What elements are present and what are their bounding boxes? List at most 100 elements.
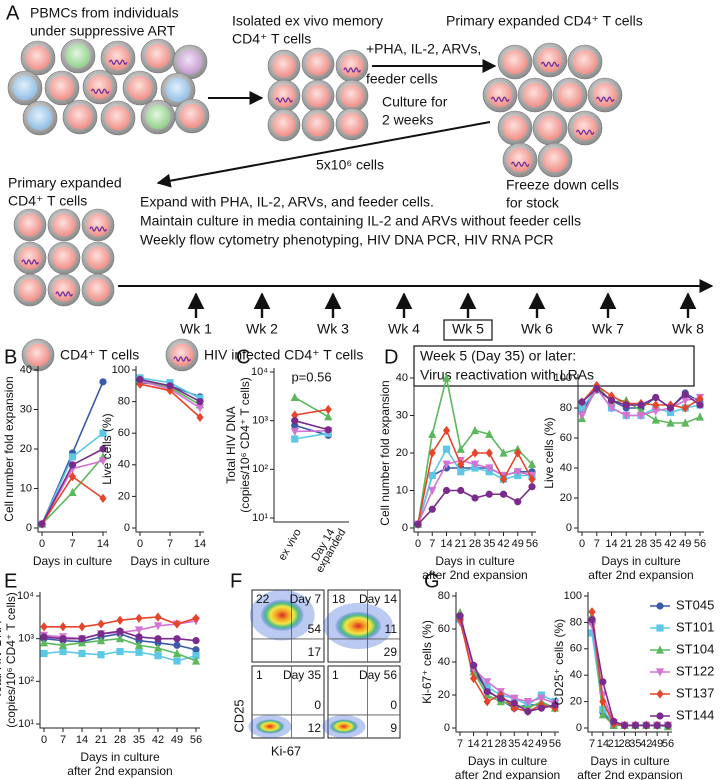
cell-body — [145, 104, 171, 130]
quadrant-value: 1 — [332, 668, 339, 682]
quadrant-value: 12 — [308, 721, 322, 735]
marker — [456, 444, 465, 453]
quadrant-value: 18 — [332, 592, 346, 606]
marker — [528, 483, 536, 491]
marker — [135, 648, 143, 656]
x-axis-label: Days in culture — [601, 554, 681, 568]
legend-marker — [655, 668, 665, 677]
y-tick-label: 10³ — [252, 415, 268, 427]
x-tick-label: 21 — [608, 738, 620, 750]
marker — [593, 384, 601, 393]
marker — [651, 415, 660, 424]
marker — [442, 486, 451, 495]
marker — [154, 612, 162, 622]
marker — [599, 678, 607, 686]
cell-body — [572, 49, 598, 75]
y-tick-label: 20 — [118, 490, 130, 502]
cell-body — [87, 74, 113, 100]
x-tick-label: 0 — [415, 538, 421, 550]
cell — [81, 241, 115, 275]
x-tick-label: 56 — [526, 538, 538, 550]
quadrant-value: 22 — [256, 592, 270, 606]
marker — [154, 635, 162, 643]
marker — [588, 616, 596, 624]
x-tick-label: 14 — [97, 538, 109, 550]
y-tick-label: 40 — [396, 372, 408, 384]
y-tick-label: 20 — [396, 447, 408, 459]
x-tick-label: 42 — [522, 738, 534, 750]
y-tick-label: 10² — [18, 675, 34, 687]
marker — [40, 622, 48, 632]
x-tick-label: 56 — [190, 734, 202, 746]
x-tick-label: 35 — [483, 538, 495, 550]
hiv-provirus — [575, 129, 595, 135]
marker — [290, 427, 299, 437]
marker — [666, 404, 675, 412]
legend-marker — [656, 689, 664, 699]
cell-body — [145, 43, 171, 69]
marker — [290, 392, 299, 402]
marker — [166, 382, 174, 390]
marker — [499, 448, 508, 457]
cell — [267, 49, 301, 83]
x-tick-label: 56 — [549, 738, 561, 750]
marker — [681, 418, 690, 427]
cell-body — [502, 49, 528, 75]
marker — [483, 697, 491, 707]
marker — [97, 619, 105, 629]
series-line — [294, 396, 329, 418]
marker — [681, 403, 689, 413]
x-axis-label: Days in culture — [80, 750, 160, 764]
y-tick-label: 30 — [396, 409, 408, 421]
marker — [192, 652, 200, 660]
cell — [587, 77, 623, 113]
x-tick-label: 14 — [194, 538, 206, 550]
week-label: Wk 5 — [452, 321, 484, 337]
cell-body — [86, 246, 110, 270]
marker — [97, 630, 105, 638]
marker — [99, 445, 107, 453]
quadrant-value: 9 — [390, 721, 397, 735]
marker — [68, 487, 77, 497]
cell — [335, 79, 369, 113]
x-tick-label: 49 — [512, 538, 524, 550]
x-tick-label: 49 — [535, 738, 547, 750]
cell-body — [52, 213, 76, 237]
cell — [517, 77, 553, 113]
y-tick-label: 0 — [26, 522, 32, 534]
marker — [68, 472, 77, 482]
marker — [153, 643, 163, 652]
cell-body — [179, 103, 205, 129]
marker — [537, 704, 546, 712]
marker — [653, 721, 661, 729]
marker — [68, 453, 77, 461]
flow-density — [329, 719, 359, 734]
cell — [21, 338, 55, 372]
panel-label: E — [4, 570, 17, 592]
marker — [192, 637, 200, 645]
y-tick-label: 10⁴ — [17, 590, 34, 602]
marker — [622, 411, 631, 421]
marker — [457, 459, 465, 469]
marker — [40, 649, 48, 658]
marker — [291, 417, 299, 425]
marker — [620, 721, 629, 729]
legend-label: HIV infected CD4⁺ T cells — [204, 347, 363, 363]
cell — [532, 42, 568, 78]
cell — [301, 108, 335, 142]
legend-marker — [656, 712, 664, 720]
cell-body — [18, 278, 42, 302]
x-tick-label: 14 — [440, 538, 452, 550]
marker — [607, 404, 616, 413]
y-axis-label: Total HIV DNA — [0, 621, 4, 698]
marker — [324, 426, 332, 434]
y-tick-label: 100 — [564, 590, 582, 602]
marker — [607, 396, 616, 405]
reactivation-text: Virus reactivation with LRAs — [420, 367, 594, 383]
marker — [166, 385, 174, 396]
y-tick-label: 10¹ — [252, 512, 268, 524]
week-label: Wk 3 — [317, 321, 349, 337]
cell-body — [340, 54, 364, 78]
marker — [471, 448, 479, 458]
cell-body — [52, 246, 76, 270]
